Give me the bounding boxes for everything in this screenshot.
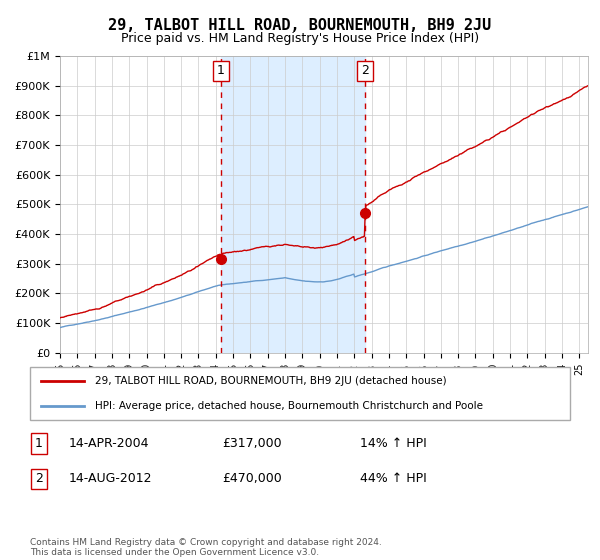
Text: 14-APR-2004: 14-APR-2004 — [69, 437, 149, 450]
Text: £470,000: £470,000 — [222, 472, 282, 486]
FancyBboxPatch shape — [30, 367, 570, 420]
Text: 44% ↑ HPI: 44% ↑ HPI — [360, 472, 427, 486]
Text: Price paid vs. HM Land Registry's House Price Index (HPI): Price paid vs. HM Land Registry's House … — [121, 32, 479, 45]
Text: Contains HM Land Registry data © Crown copyright and database right 2024.
This d: Contains HM Land Registry data © Crown c… — [30, 538, 382, 557]
Text: 29, TALBOT HILL ROAD, BOURNEMOUTH, BH9 2JU (detached house): 29, TALBOT HILL ROAD, BOURNEMOUTH, BH9 2… — [95, 376, 446, 386]
Text: HPI: Average price, detached house, Bournemouth Christchurch and Poole: HPI: Average price, detached house, Bour… — [95, 400, 483, 410]
Text: 2: 2 — [35, 472, 43, 486]
Text: 14% ↑ HPI: 14% ↑ HPI — [360, 437, 427, 450]
Text: 1: 1 — [217, 64, 225, 77]
Text: 2: 2 — [361, 64, 369, 77]
Text: £317,000: £317,000 — [222, 437, 281, 450]
Text: 14-AUG-2012: 14-AUG-2012 — [69, 472, 152, 486]
Text: 1: 1 — [35, 437, 43, 450]
Text: 29, TALBOT HILL ROAD, BOURNEMOUTH, BH9 2JU: 29, TALBOT HILL ROAD, BOURNEMOUTH, BH9 2… — [109, 18, 491, 34]
Bar — [221, 56, 365, 353]
